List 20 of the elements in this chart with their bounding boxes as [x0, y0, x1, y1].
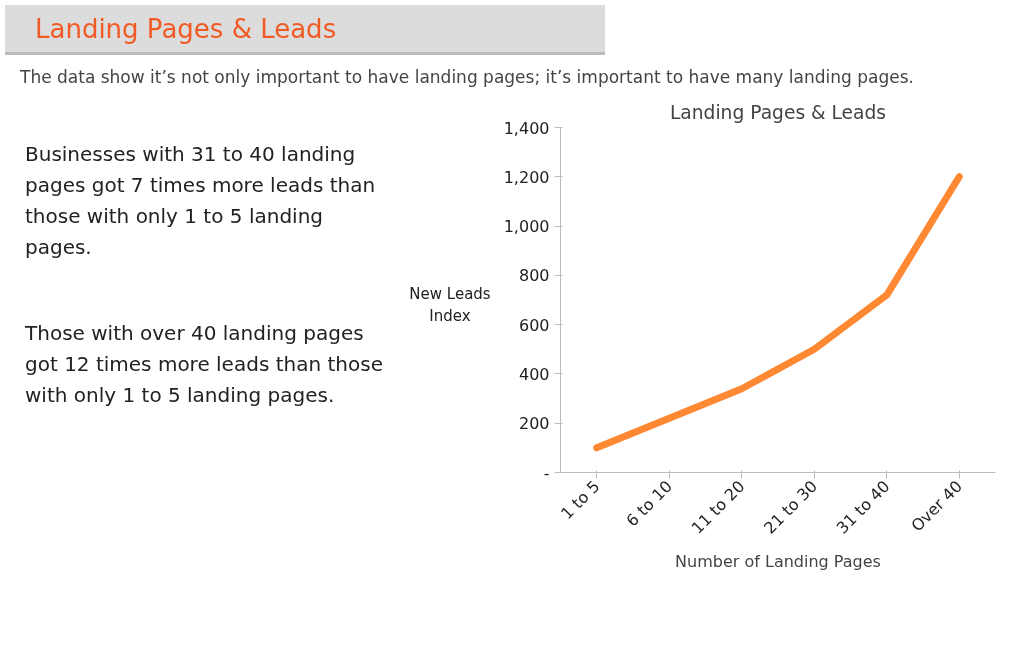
- text: Landing Pages & Leads: [35, 13, 337, 46]
- x-tick-label: 21 to 30: [760, 477, 821, 538]
- y-tick-label: 1,000: [503, 217, 550, 237]
- text: Those with over 40 landing pages got 12 times more leads than those with only 1 to 5 landing pages.: [25, 320, 384, 410]
- x-tick-label: 11 to 20: [687, 477, 749, 538]
- chart-title: Landing Pages & Leads: [669, 101, 887, 123]
- y-tick-label: 400: [518, 365, 550, 385]
- x-tick-label: 1 to 5: [557, 477, 604, 524]
- y-tick-label: 1,200: [503, 168, 550, 188]
- x-tick-label: 31 to 40: [832, 477, 894, 538]
- y-tick-label: 600: [518, 315, 550, 335]
- y-tick-label: 1,400: [503, 118, 550, 138]
- text: Businesses with 31 to 40 landing pages got 7 times more leads than those with only 1 to 5 landing pages.: [25, 141, 377, 262]
- y-tick-label: -: [543, 463, 550, 483]
- y-tick-label: 200: [518, 414, 550, 434]
- x-tick-label: 6 to 10: [622, 477, 676, 531]
- x-axis-title: Number of Landing Pages: [675, 552, 881, 572]
- y-tick-label: 800: [518, 266, 550, 286]
- y-axis-title: New Leads Index: [408, 284, 492, 327]
- text: The data show it’s not only important to have landing pages; it’s important to have many landing pages.: [20, 66, 914, 89]
